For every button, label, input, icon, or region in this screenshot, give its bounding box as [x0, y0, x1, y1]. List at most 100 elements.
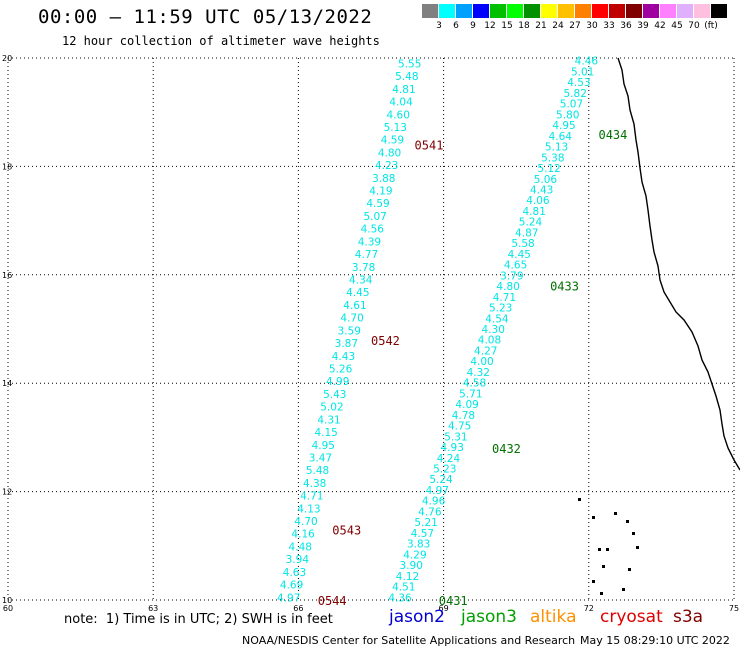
island-dot	[600, 592, 603, 595]
wave-height-value: 4.71	[300, 491, 323, 503]
wave-height-value: 4.34	[349, 275, 373, 287]
lon-tick-label: 60	[3, 604, 13, 613]
wave-height-value: 4.27	[474, 345, 497, 357]
wave-height-value: 4.70	[294, 516, 317, 528]
wave-height-value: 4.71	[493, 292, 516, 304]
legend-label: 9	[470, 21, 476, 31]
wave-height-value: 5.23	[433, 464, 456, 476]
lon-tick-label: 66	[293, 604, 303, 613]
legend-label: 70	[688, 21, 700, 31]
wave-height-value: 5.13	[384, 122, 407, 134]
lat-tick-label: 18	[2, 162, 12, 171]
lon-tick-label: 72	[584, 604, 594, 613]
coastline	[578, 57, 740, 595]
pass-label: 0433	[550, 280, 579, 294]
wave-height-value: 4.75	[448, 421, 471, 433]
wave-height-value: 4.24	[437, 453, 461, 465]
legend-label: 42	[654, 21, 666, 31]
wave-height-value: 4.78	[452, 410, 475, 422]
wave-height-value: 5.24	[429, 474, 453, 486]
wave-height-value: 4.58	[463, 378, 486, 390]
wave-height-value: 3.90	[400, 560, 423, 572]
wave-height-value: 5.26	[329, 363, 353, 375]
wave-height-value: 4.59	[366, 198, 389, 210]
wave-height-value: 5.71	[459, 388, 482, 400]
wave-height-value: 4.13	[297, 503, 320, 515]
wave-height-value: 4.56	[361, 224, 385, 236]
wave-height-value: 4.38	[303, 478, 326, 490]
wave-height-value: 5.01	[571, 66, 594, 78]
legend-label: 21	[535, 21, 547, 31]
pass-label: 0543	[332, 524, 361, 538]
legend-label: 27	[569, 21, 581, 31]
wave-height-value: 4.45	[346, 287, 369, 299]
lat-tick-label: 14	[2, 379, 12, 388]
legend-unit: (ft)	[704, 21, 718, 31]
wave-height-value: 4.76	[418, 506, 442, 518]
wave-height-value: 4.19	[369, 186, 392, 198]
wave-height-value: 5.23	[489, 303, 512, 315]
wave-height-value: 4.23	[375, 160, 398, 172]
wave-height-value: 4.08	[478, 335, 501, 347]
wave-height-value: 3.59	[338, 325, 361, 337]
credit-line: NOAA/NESDIS Center for Satellite Applica…	[242, 634, 576, 647]
wave-height-value: 4.36	[388, 592, 412, 604]
wave-height-value: 4.43	[332, 351, 355, 363]
island-dot	[578, 498, 581, 501]
lat-tick-label: 10	[2, 596, 12, 605]
wave-height-value: 4.96	[422, 496, 446, 508]
wave-height-value: 4.32	[467, 367, 490, 379]
lon-tick-label: 75	[729, 604, 739, 613]
legend-swatch	[609, 4, 625, 18]
wave-height-value: 4.80	[496, 281, 519, 293]
lat-tick-label: 12	[2, 488, 12, 497]
wave-height-value: 5.02	[320, 402, 343, 414]
wave-height-value: 4.97	[277, 592, 300, 604]
map-subtitle: 12 hour collection of altimeter wave hei…	[62, 34, 380, 48]
wave-height-value: 3.88	[372, 173, 395, 185]
island-dot	[592, 516, 595, 519]
wave-height-value: 4.39	[358, 236, 381, 248]
wave-height-value: 4.95	[312, 440, 335, 452]
legend-label: 15	[501, 21, 513, 31]
pass-label: 0434	[598, 128, 627, 142]
pass-label: 0542	[371, 334, 400, 348]
legend-label: 36	[620, 21, 632, 31]
island-dot	[602, 565, 605, 568]
wave-height-value: 4.15	[314, 427, 337, 439]
wave-height-value: 5.48	[306, 465, 329, 477]
legend-label: 39	[637, 21, 649, 31]
legend-swatch	[507, 4, 523, 18]
wave-height-value: 5.48	[395, 71, 418, 83]
legend-label: 3	[436, 21, 442, 31]
wave-height-value: 4.57	[411, 528, 434, 540]
satellite-s3a: s3a	[673, 607, 704, 627]
legend-label: 24	[552, 21, 564, 31]
wave-height-value: 3.87	[335, 338, 358, 350]
generated-timestamp: May 15 08:29:10 UTC 2022	[580, 634, 730, 647]
pass-label: 0544	[318, 594, 347, 608]
wave-height-value: 4.95	[552, 120, 575, 132]
wave-height-value: 4.45	[508, 249, 531, 261]
satellite-jason3: jason3	[461, 607, 517, 627]
wave-height-value: 5.82	[564, 88, 587, 100]
wave-height-value: 4.65	[504, 260, 527, 272]
pass-labels: 0541 0542 0543 0544 0434 0433 0432 0431	[318, 128, 628, 608]
wave-height-value: 4.60	[387, 109, 410, 121]
wave-height-value: 5.24	[519, 217, 543, 229]
legend-swatch	[524, 4, 540, 18]
wave-height-value: 4.54	[485, 313, 509, 325]
legend-swatch	[711, 4, 727, 18]
wave-height-value: 3.94	[286, 554, 310, 566]
wave-height-value: 4.04	[389, 97, 413, 109]
wave-height-value: 4.43	[530, 184, 553, 196]
legend-swatch	[694, 4, 710, 18]
island-dot	[632, 532, 635, 535]
wave-height-value: 4.06	[526, 195, 550, 207]
wave-height-value: 4.80	[378, 147, 401, 159]
wave-height-value: 3.79	[500, 270, 523, 282]
island-dot	[606, 548, 609, 551]
legend-swatch	[677, 4, 693, 18]
legend-label: 12	[484, 21, 496, 31]
legend-swatch	[660, 4, 676, 18]
